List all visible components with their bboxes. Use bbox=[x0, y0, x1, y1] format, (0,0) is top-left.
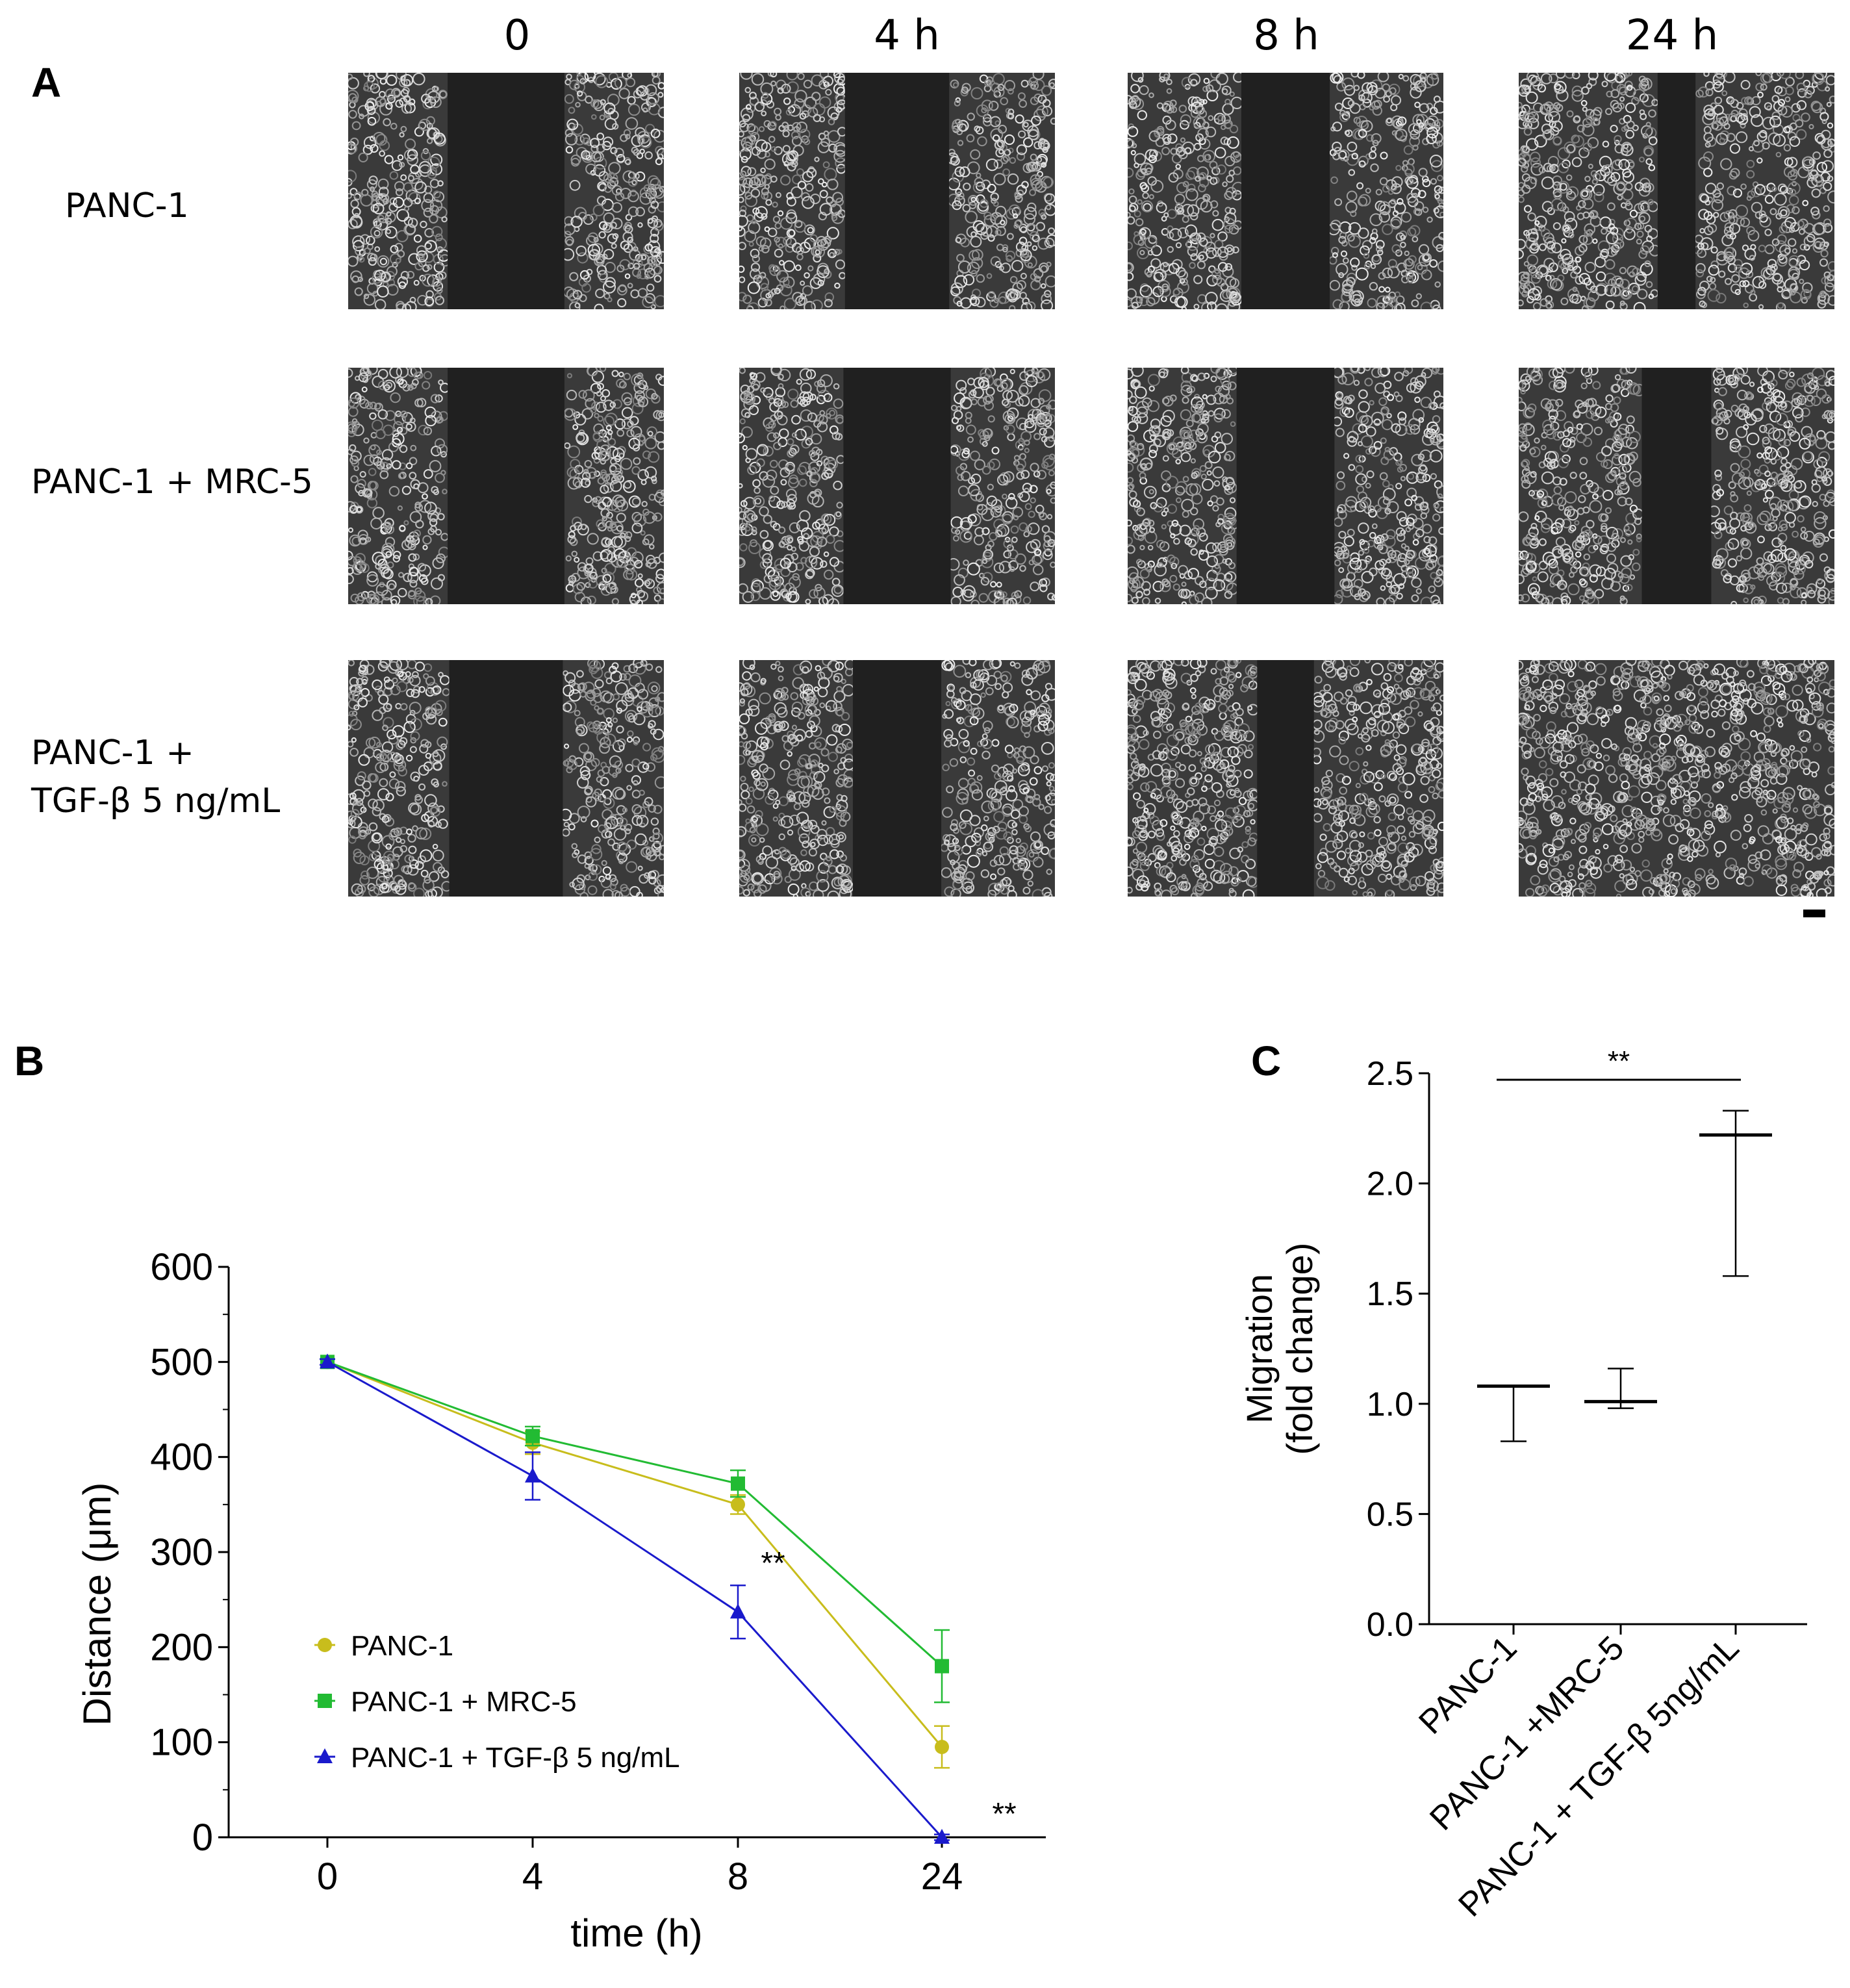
micrograph-panc1-tgfb-4h bbox=[739, 660, 1055, 897]
cell-field bbox=[348, 368, 664, 604]
scratch-gap bbox=[448, 368, 564, 604]
data-point bbox=[318, 1694, 332, 1708]
row-label-line: PANC-1 + MRC-5 bbox=[31, 463, 313, 502]
cell-field bbox=[1519, 660, 1834, 897]
x-tick-label: 8 bbox=[728, 1855, 748, 1898]
y-tick-label: 0.5 bbox=[1367, 1496, 1413, 1533]
micrograph-panc1-tgfb-0h bbox=[348, 660, 664, 897]
scratch-gap bbox=[449, 660, 563, 897]
panel-a-letter: A bbox=[31, 59, 62, 106]
line-chart-distance: 0 100 200 300 400 500 600 0 4 8 24 time (h) Distance… bbox=[75, 1246, 1046, 1955]
data-point bbox=[731, 1497, 745, 1512]
scratch-gap bbox=[844, 73, 950, 309]
data-point bbox=[317, 1748, 333, 1763]
data-point bbox=[526, 1429, 540, 1444]
cell-field bbox=[739, 73, 1055, 309]
scale-bar bbox=[1803, 910, 1825, 917]
time-header-0: 0 bbox=[503, 12, 531, 60]
panel-c-letter: C bbox=[1251, 1038, 1282, 1084]
micrograph-panc1-mrc5-8h bbox=[1128, 368, 1443, 604]
series-line bbox=[327, 1360, 943, 1748]
y-axis-label: Migration bbox=[1239, 1274, 1280, 1423]
x-axis-label: time (h) bbox=[570, 1911, 702, 1955]
series-2 bbox=[320, 1353, 950, 1844]
data-point bbox=[320, 1353, 335, 1369]
time-header-4h: 4 h bbox=[874, 12, 940, 60]
scratch-gap bbox=[1641, 368, 1712, 604]
cell-field bbox=[739, 660, 1055, 897]
data-point bbox=[730, 1603, 746, 1619]
micrograph-panc1-tgfb-8h bbox=[1128, 660, 1443, 897]
y-axis-label: (fold change) bbox=[1279, 1243, 1320, 1455]
y-tick-label: 300 bbox=[150, 1531, 213, 1574]
x-tick-label: PANC-1 +MRC-5 bbox=[1423, 1629, 1631, 1837]
micrograph-panc1-mrc5-0h bbox=[348, 368, 664, 604]
cell-field bbox=[1128, 73, 1443, 309]
y-tick-label: 200 bbox=[150, 1626, 213, 1668]
legend-label: PANC-1 bbox=[351, 1630, 453, 1662]
x-tick-label: 4 bbox=[522, 1855, 543, 1898]
micrograph-panc1-tgfb-24h bbox=[1519, 660, 1834, 897]
series-line bbox=[327, 1360, 943, 1667]
cell-field bbox=[1519, 368, 1834, 604]
y-tick-label: 2.0 bbox=[1367, 1166, 1413, 1203]
significance-marker: ** bbox=[1608, 1046, 1630, 1077]
legend-label: PANC-1 + TGF-β 5 ng/mL bbox=[351, 1742, 680, 1774]
y-tick-label: 1.0 bbox=[1367, 1386, 1413, 1423]
data-point bbox=[525, 1467, 540, 1483]
micrograph-panc1-8h bbox=[1128, 73, 1443, 309]
row-label-panc1-mrc5: PANC-1 + MRC-5 bbox=[31, 458, 313, 506]
cell-field bbox=[348, 73, 664, 309]
data-point bbox=[935, 1739, 949, 1754]
scratch-gap bbox=[843, 368, 951, 604]
y-tick-label: 1.5 bbox=[1367, 1275, 1413, 1313]
panel-b-letter: B bbox=[14, 1038, 45, 1084]
legend-label: PANC-1 + MRC-5 bbox=[351, 1686, 577, 1718]
y-tick-label: 0 bbox=[192, 1816, 213, 1859]
row-label-line: PANC-1 bbox=[65, 186, 189, 225]
cell-field bbox=[1519, 73, 1834, 309]
row-label-panc1: PANC-1 bbox=[65, 182, 189, 230]
y-tick-label: 2.5 bbox=[1367, 1055, 1413, 1093]
scratch-gap bbox=[1657, 73, 1696, 309]
scratch-gap bbox=[1241, 73, 1330, 309]
micrograph-panc1-mrc5-24h bbox=[1519, 368, 1834, 604]
data-point bbox=[318, 1638, 332, 1652]
dot-chart-migration: 0.0 0.5 1.0 1.5 2.0 2.5 Migration (fold change)… bbox=[1239, 1046, 1807, 1924]
y-tick-label: 400 bbox=[150, 1436, 213, 1479]
data-point bbox=[731, 1476, 745, 1491]
significance-marker: ** bbox=[761, 1546, 785, 1581]
y-tick-label: 100 bbox=[150, 1722, 213, 1764]
significance-marker: ** bbox=[992, 1797, 1016, 1831]
micrograph-panc1-24h bbox=[1519, 73, 1834, 309]
micrograph-panc1-0h bbox=[348, 73, 664, 309]
y-tick-label: 600 bbox=[150, 1246, 213, 1288]
row-label-line: PANC-1 + bbox=[31, 733, 194, 772]
cell-field bbox=[1128, 660, 1443, 897]
data-point bbox=[934, 1829, 950, 1844]
data-point bbox=[935, 1659, 949, 1674]
y-tick-label: 500 bbox=[150, 1341, 213, 1383]
y-tick-label: 0.0 bbox=[1367, 1606, 1413, 1644]
time-header-8h: 8 h bbox=[1253, 12, 1319, 60]
cell-field bbox=[1128, 368, 1443, 604]
scratch-gap bbox=[1236, 368, 1335, 604]
time-header-24h: 24 h bbox=[1625, 12, 1719, 60]
scratch-gap bbox=[852, 660, 942, 897]
cell-field bbox=[348, 660, 664, 897]
micrograph-panc1-mrc5-4h bbox=[739, 368, 1055, 604]
series-line bbox=[327, 1361, 943, 1839]
scratch-gap bbox=[1257, 660, 1314, 897]
x-tick-label: PANC-1 bbox=[1412, 1629, 1524, 1741]
scratch-gap bbox=[448, 73, 564, 309]
y-axis-label: Distance (μm) bbox=[75, 1483, 119, 1726]
micrograph-panc1-4h bbox=[739, 73, 1055, 309]
x-tick-label: 24 bbox=[921, 1855, 963, 1898]
series-1 bbox=[320, 1355, 950, 1703]
row-label-line: TGF-β 5 ng/mL bbox=[31, 782, 281, 821]
row-label-panc1-tgfb: PANC-1 + TGF-β 5 ng/mL bbox=[31, 729, 280, 825]
x-tick-label: 0 bbox=[317, 1855, 338, 1898]
